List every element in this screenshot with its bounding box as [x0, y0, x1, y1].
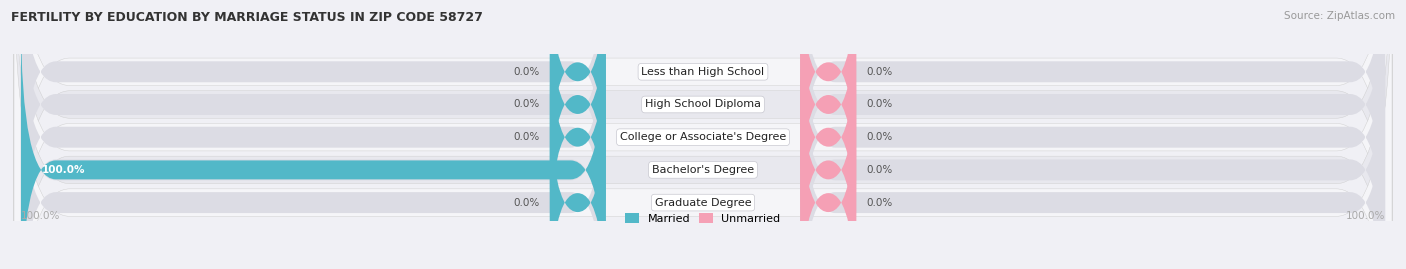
Text: College or Associate's Degree: College or Associate's Degree: [620, 132, 786, 142]
FancyBboxPatch shape: [21, 17, 606, 269]
FancyBboxPatch shape: [800, 49, 1385, 269]
Text: 0.0%: 0.0%: [513, 67, 540, 77]
Text: 0.0%: 0.0%: [513, 198, 540, 208]
Text: Source: ZipAtlas.com: Source: ZipAtlas.com: [1284, 11, 1395, 21]
Text: 0.0%: 0.0%: [866, 198, 893, 208]
FancyBboxPatch shape: [14, 0, 1392, 269]
FancyBboxPatch shape: [21, 49, 606, 269]
FancyBboxPatch shape: [21, 0, 606, 257]
Text: 0.0%: 0.0%: [866, 67, 893, 77]
FancyBboxPatch shape: [800, 0, 1385, 225]
Text: 0.0%: 0.0%: [513, 132, 540, 142]
FancyBboxPatch shape: [550, 81, 606, 269]
FancyBboxPatch shape: [800, 16, 856, 259]
FancyBboxPatch shape: [800, 49, 856, 269]
FancyBboxPatch shape: [800, 0, 856, 226]
Legend: Married, Unmarried: Married, Unmarried: [621, 209, 785, 228]
FancyBboxPatch shape: [550, 0, 606, 226]
FancyBboxPatch shape: [14, 0, 1392, 269]
FancyBboxPatch shape: [800, 17, 1385, 269]
Text: Less than High School: Less than High School: [641, 67, 765, 77]
Text: Graduate Degree: Graduate Degree: [655, 198, 751, 208]
FancyBboxPatch shape: [14, 0, 1392, 269]
Text: FERTILITY BY EDUCATION BY MARRIAGE STATUS IN ZIP CODE 58727: FERTILITY BY EDUCATION BY MARRIAGE STATU…: [11, 11, 484, 24]
FancyBboxPatch shape: [14, 0, 1392, 269]
Text: 0.0%: 0.0%: [866, 165, 893, 175]
FancyBboxPatch shape: [800, 0, 1385, 269]
FancyBboxPatch shape: [550, 16, 606, 259]
Text: 0.0%: 0.0%: [866, 132, 893, 142]
FancyBboxPatch shape: [21, 16, 606, 269]
Text: Bachelor's Degree: Bachelor's Degree: [652, 165, 754, 175]
Text: High School Diploma: High School Diploma: [645, 100, 761, 109]
FancyBboxPatch shape: [21, 0, 606, 225]
FancyBboxPatch shape: [14, 0, 1392, 269]
Text: 0.0%: 0.0%: [866, 100, 893, 109]
Text: 100.0%: 100.0%: [21, 211, 60, 221]
FancyBboxPatch shape: [800, 0, 1385, 257]
Text: 100.0%: 100.0%: [1346, 211, 1385, 221]
FancyBboxPatch shape: [21, 0, 606, 269]
Text: 100.0%: 100.0%: [42, 165, 86, 175]
FancyBboxPatch shape: [550, 0, 606, 193]
FancyBboxPatch shape: [800, 0, 856, 193]
Text: 0.0%: 0.0%: [513, 100, 540, 109]
FancyBboxPatch shape: [800, 81, 856, 269]
